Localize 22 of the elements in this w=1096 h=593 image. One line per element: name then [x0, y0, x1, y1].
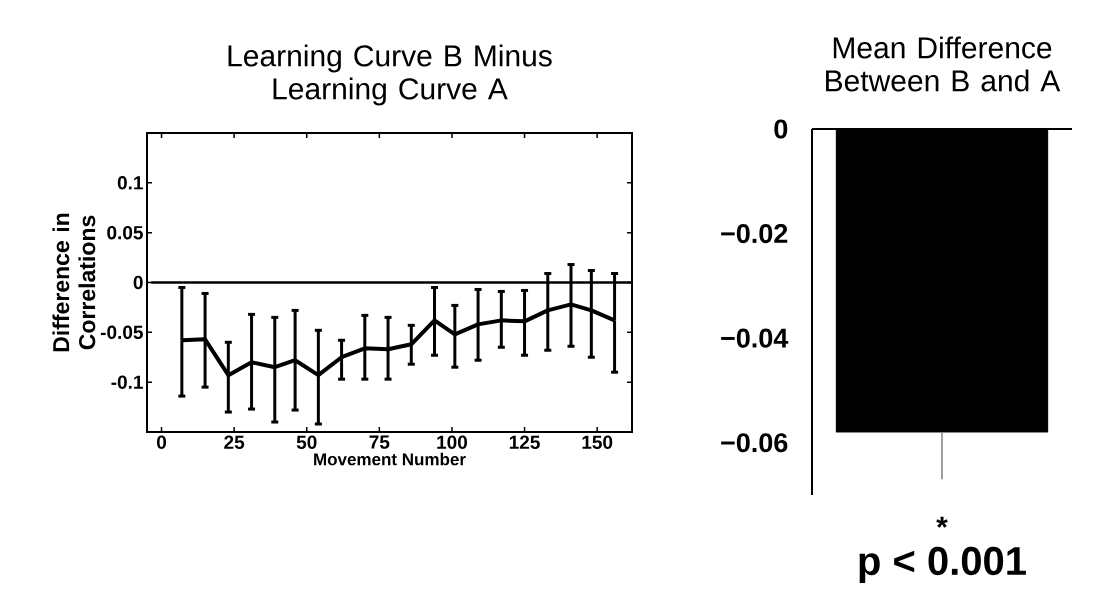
- x-tick-label: 0: [157, 435, 167, 449]
- x-tick-label: 50: [296, 435, 317, 449]
- x-tick-label: 25: [224, 435, 245, 449]
- y-tick-label: 0.1: [117, 176, 143, 190]
- y-tick-label: 0: [774, 119, 788, 139]
- chart-title: Learning Curve B Minus Learning Curve A: [228, 44, 552, 106]
- y-axis-title: Difference in Correlations: [52, 213, 96, 352]
- y-tick-label: −0.06: [721, 433, 788, 453]
- x-tick-label: 100: [437, 435, 468, 449]
- x-axis-title: Movement Number: [314, 452, 466, 466]
- y-tick-label: 0: [133, 275, 143, 290]
- chart-title: Mean Difference Between B and A: [826, 36, 1061, 92]
- x-tick-label: 150: [582, 435, 613, 449]
- y-tick-label: −0.02: [721, 224, 788, 244]
- y-tick-label: −0.04: [721, 328, 789, 348]
- y-tick-label: -0.1: [111, 375, 143, 389]
- x-tick-label: 125: [509, 435, 540, 449]
- y-tick-label: -0.05: [100, 325, 143, 340]
- x-tick-label: 75: [369, 435, 390, 449]
- text: *: [936, 516, 948, 528]
- text: p < 0.001: [859, 546, 1026, 584]
- y-tick-label: 0.05: [107, 225, 143, 240]
